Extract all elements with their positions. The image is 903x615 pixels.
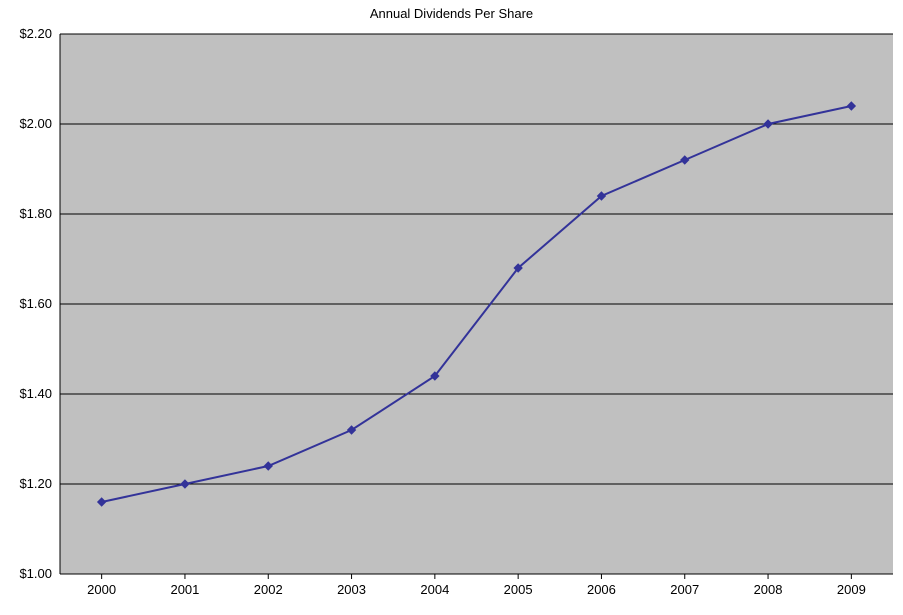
x-axis-tick-label: 2006 — [581, 582, 621, 597]
x-axis-tick-label: 2005 — [498, 582, 538, 597]
x-axis-tick-label: 2002 — [248, 582, 288, 597]
y-axis-tick-label: $1.60 — [19, 296, 52, 311]
x-axis-tick-label: 2000 — [82, 582, 122, 597]
y-axis-tick-label: $1.80 — [19, 206, 52, 221]
chart-container: Annual Dividends Per Share $1.00 $1.20 $1.… — [0, 0, 903, 615]
x-axis-tick-label: 2009 — [831, 582, 871, 597]
y-axis-tick-label: $1.40 — [19, 386, 52, 401]
y-axis-tick-label: $2.00 — [19, 116, 52, 131]
chart-title: Annual Dividends Per Share — [0, 6, 903, 21]
y-axis-tick-label: $2.20 — [19, 26, 52, 41]
chart-svg — [0, 0, 903, 615]
y-axis-tick-label: $1.00 — [19, 566, 52, 581]
x-axis-tick-label: 2008 — [748, 582, 788, 597]
x-axis-tick-label: 2003 — [332, 582, 372, 597]
y-axis-tick-label: $1.20 — [19, 476, 52, 491]
x-axis-tick-label: 2004 — [415, 582, 455, 597]
x-axis-tick-label: 2007 — [665, 582, 705, 597]
x-axis-tick-label: 2001 — [165, 582, 205, 597]
